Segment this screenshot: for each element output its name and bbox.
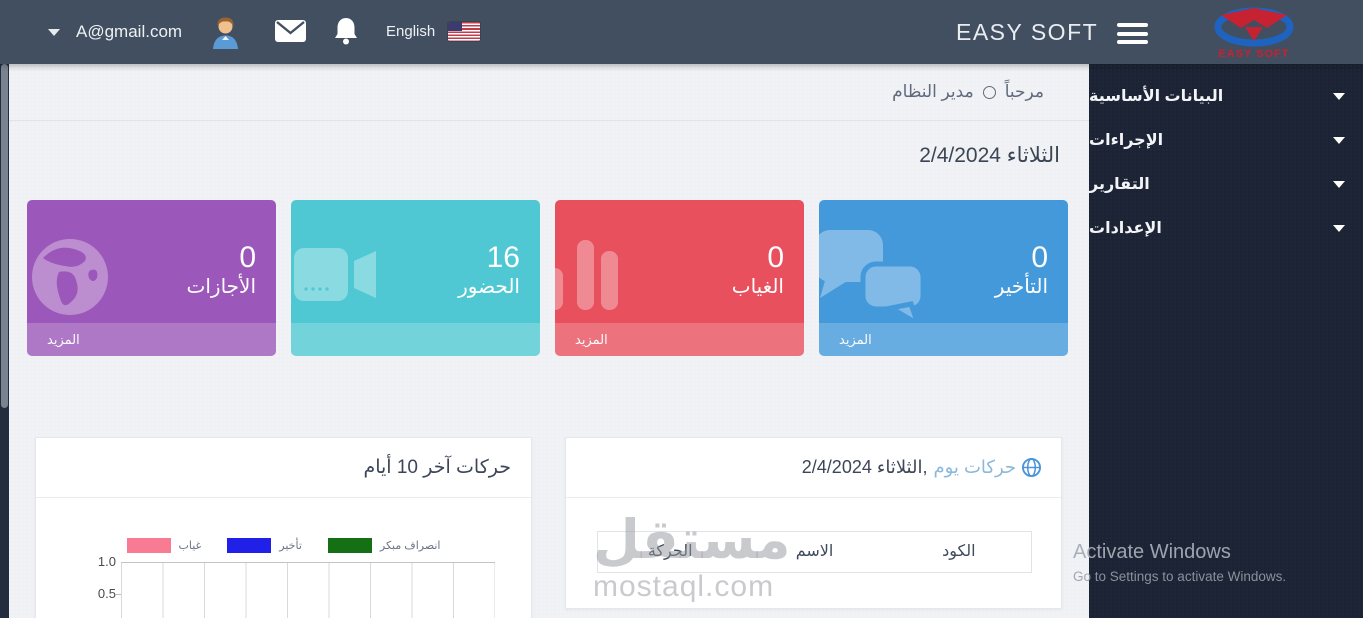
- chevron-down-icon: [1333, 92, 1345, 100]
- welcome-bar: مرحباً مدير النظام: [9, 64, 1089, 121]
- sidebar-item-procedures[interactable]: الإجراءات: [1089, 118, 1363, 162]
- movements-table-header-row: الكود الاسم الحركة: [597, 531, 1032, 573]
- legend-swatch: [126, 538, 171, 553]
- stat-label: التأخير: [994, 276, 1048, 298]
- axis-tick-mark: [115, 594, 122, 595]
- stat-card-attendance: 16 الحضور: [291, 200, 540, 356]
- chart-legend: غياب تأخير انصراف مبكر: [36, 538, 531, 553]
- stat-value: 0: [767, 241, 784, 274]
- chevron-down-icon: [1333, 180, 1345, 188]
- vertical-scrollbar[interactable]: [0, 64, 9, 618]
- last-10-days-chart-panel: حركات آخر 10 أيام غياب تأخير انصراف مبكر…: [35, 437, 532, 618]
- legend-label: غياب: [178, 540, 202, 552]
- sidebar-item-label: الإعدادات: [1089, 220, 1162, 237]
- sidebar-item-basic-data[interactable]: البيانات الأساسية: [1089, 74, 1363, 118]
- col-header-code: الكود: [942, 543, 976, 560]
- bar-chart-icon: [555, 240, 618, 310]
- y-axis-tick-05: 0.5: [97, 586, 116, 601]
- stat-card-absence: 0 الغياب المزيد: [555, 200, 804, 356]
- day-movements-header: حركات يوم ,الثلاثاء 2/4/2024: [566, 438, 1061, 498]
- chat-icon: [819, 230, 926, 330]
- mail-icon[interactable]: [275, 20, 306, 47]
- user-avatar[interactable]: [212, 16, 239, 54]
- avatar-image-icon: [213, 17, 238, 49]
- stat-label: الحضور: [458, 276, 520, 298]
- language-selector[interactable]: English: [386, 23, 436, 40]
- stat-label: الأجازات: [186, 276, 256, 298]
- legend-item-absence: غياب: [126, 538, 202, 553]
- stat-cards-row: 0 التأخير المزيد 0 الغياب المزيد: [27, 200, 1068, 356]
- more-link[interactable]: [291, 323, 540, 356]
- date-heading: الثلاثاء 2/4/2024: [919, 144, 1060, 167]
- legend-label: تأخير: [279, 540, 302, 552]
- panel-title-date: ,الثلاثاء 2/4/2024: [801, 457, 928, 477]
- y-axis-tick-1: 1.0: [97, 554, 116, 569]
- chart-grid: [121, 562, 495, 618]
- sidebar-item-label: البيانات الأساسية: [1089, 88, 1224, 105]
- sidebar-nav: البيانات الأساسية الإجراءات التقارير الإ…: [1089, 64, 1363, 618]
- us-flag-icon[interactable]: [448, 22, 480, 41]
- more-link[interactable]: المزيد: [555, 323, 804, 356]
- stat-value: 0: [239, 241, 256, 274]
- legend-swatch: [227, 538, 272, 553]
- sidebar-item-reports[interactable]: التقارير: [1089, 162, 1363, 206]
- brand-title: EASY SOFT: [956, 19, 1099, 45]
- svg-text:EASY SOFT: EASY SOFT: [1218, 48, 1289, 60]
- brand-logo-icon: EASY SOFT: [1203, 3, 1305, 66]
- more-link[interactable]: المزيد: [819, 323, 1068, 356]
- welcome-greeting: مرحباً: [1004, 82, 1044, 101]
- more-link[interactable]: المزيد: [27, 323, 276, 356]
- stat-label: الغياب: [731, 276, 784, 298]
- video-camera-icon: [294, 248, 376, 301]
- welcome-user: مدير النظام: [892, 82, 974, 101]
- scrollbar-thumb[interactable]: [1, 64, 8, 408]
- legend-item-delay: تأخير: [227, 538, 302, 553]
- panel-title-prefix: حركات يوم: [933, 457, 1016, 477]
- globe-icon: [32, 239, 108, 315]
- user-email[interactable]: A@gmail.com: [76, 22, 183, 41]
- legend-label: انصراف مبكر: [379, 540, 441, 552]
- legend-item-early-leave: انصراف مبكر: [327, 538, 441, 553]
- col-header-movement: الحركة: [647, 543, 693, 560]
- hamburger-menu-icon[interactable]: [1117, 23, 1148, 49]
- sidebar-item-label: التقارير: [1089, 176, 1150, 193]
- chevron-down-icon[interactable]: [48, 29, 60, 36]
- legend-swatch: [327, 538, 372, 553]
- chart-panel-title: حركات آخر 10 أيام: [363, 457, 511, 478]
- globe-icon: [1022, 458, 1041, 477]
- chevron-down-icon: [1333, 136, 1345, 144]
- stat-value: 0: [1031, 241, 1048, 274]
- stat-card-vacations: 0 الأجازات المزيد: [27, 200, 276, 356]
- col-header-name: الاسم: [795, 543, 834, 560]
- stat-card-delay: 0 التأخير المزيد: [819, 200, 1068, 356]
- stat-value: 16: [486, 241, 520, 274]
- main-content: مرحباً مدير النظام الثلاثاء 2/4/2024 0 ا…: [9, 64, 1089, 618]
- sidebar-item-settings[interactable]: الإعدادات: [1089, 206, 1363, 250]
- chart-panel-header: حركات آخر 10 أيام: [36, 438, 531, 498]
- placeholder-circle-icon: [982, 85, 996, 99]
- bell-icon[interactable]: [334, 17, 358, 51]
- sidebar-item-label: الإجراءات: [1089, 132, 1164, 149]
- chevron-down-icon: [1333, 224, 1345, 232]
- top-navbar: A@gmail.com English EASY SOFT EASY SOFT: [0, 0, 1363, 64]
- day-movements-panel: حركات يوم ,الثلاثاء 2/4/2024 الكود الاسم…: [565, 437, 1062, 609]
